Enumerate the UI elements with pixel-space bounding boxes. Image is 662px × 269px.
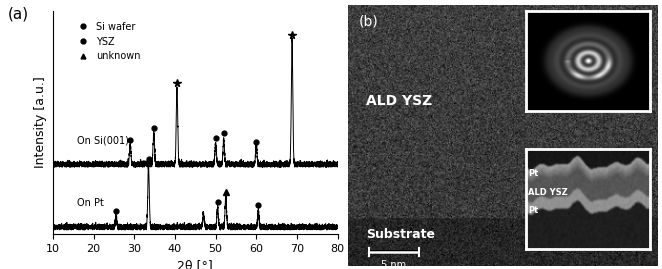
Text: ALD YSZ: ALD YSZ: [366, 94, 432, 108]
X-axis label: 2θ [°]: 2θ [°]: [177, 259, 213, 269]
Text: Substrate: Substrate: [366, 228, 435, 240]
Y-axis label: Intensity [a.u.]: Intensity [a.u.]: [34, 76, 48, 168]
Text: On Si(001): On Si(001): [77, 135, 129, 145]
Text: (a): (a): [7, 6, 28, 21]
Legend: Si wafer, YSZ, unknown: Si wafer, YSZ, unknown: [70, 18, 145, 65]
Text: On Pt: On Pt: [77, 198, 104, 208]
Text: (b): (b): [358, 15, 378, 29]
Text: 5 nm: 5 nm: [381, 260, 406, 269]
